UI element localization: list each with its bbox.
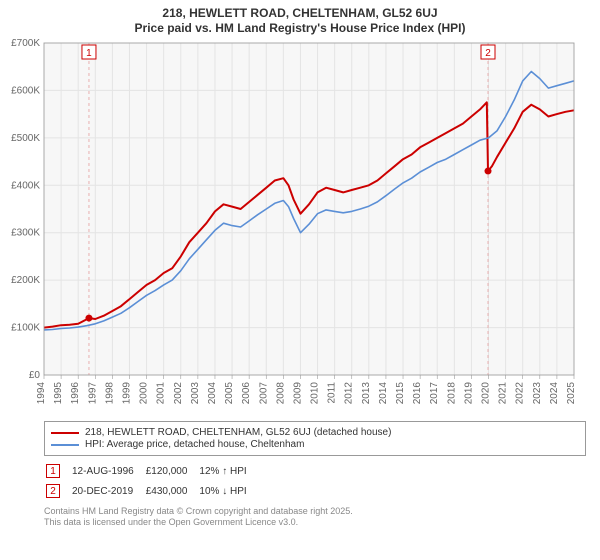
title-line-1: 218, HEWLETT ROAD, CHELTENHAM, GL52 6UJ <box>0 6 600 20</box>
marker-delta: 12% ↑ HPI <box>199 462 256 480</box>
svg-text:£100K: £100K <box>11 323 40 334</box>
svg-text:2014: 2014 <box>378 382 389 405</box>
title-block: 218, HEWLETT ROAD, CHELTENHAM, GL52 6UJ … <box>0 0 600 35</box>
legend-row: 218, HEWLETT ROAD, CHELTENHAM, GL52 6UJ … <box>51 427 579 438</box>
svg-text:2017: 2017 <box>429 382 440 405</box>
svg-text:1995: 1995 <box>53 382 64 405</box>
marker-row: 1 12-AUG-1996 £120,000 12% ↑ HPI <box>46 462 257 480</box>
svg-text:1997: 1997 <box>87 382 98 405</box>
svg-text:2022: 2022 <box>515 382 526 405</box>
svg-text:1999: 1999 <box>121 382 132 405</box>
svg-text:2000: 2000 <box>139 382 150 405</box>
svg-text:2007: 2007 <box>258 382 269 405</box>
legend: 218, HEWLETT ROAD, CHELTENHAM, GL52 6UJ … <box>44 421 586 456</box>
marker-price: £430,000 <box>146 482 198 500</box>
legend-swatch <box>51 444 79 446</box>
line-chart: £0 £100K £200K £300K £400K £500K £600K £700K 199… <box>0 35 580 415</box>
svg-text:£600K: £600K <box>11 85 40 96</box>
svg-text:2015: 2015 <box>395 382 406 405</box>
svg-text:2: 2 <box>485 48 491 59</box>
marker-delta: 10% ↓ HPI <box>199 482 256 500</box>
marker-badge: 2 <box>46 484 60 498</box>
svg-text:£300K: £300K <box>11 228 40 239</box>
svg-text:2011: 2011 <box>327 382 338 404</box>
marker-date: 20-DEC-2019 <box>72 482 144 500</box>
marker-badge: 1 <box>46 464 60 478</box>
footnote-line-1: Contains HM Land Registry data © Crown c… <box>44 506 586 517</box>
svg-text:2013: 2013 <box>361 382 372 405</box>
footnote: Contains HM Land Registry data © Crown c… <box>44 506 586 529</box>
svg-text:1994: 1994 <box>36 382 47 405</box>
svg-text:2003: 2003 <box>190 382 201 405</box>
svg-text:£500K: £500K <box>11 133 40 144</box>
svg-text:2019: 2019 <box>463 382 474 405</box>
svg-text:2020: 2020 <box>481 382 492 405</box>
svg-text:2012: 2012 <box>344 382 355 405</box>
svg-text:1996: 1996 <box>70 382 81 405</box>
svg-text:2009: 2009 <box>292 382 303 405</box>
legend-label: 218, HEWLETT ROAD, CHELTENHAM, GL52 6UJ … <box>85 427 391 438</box>
svg-text:£200K: £200K <box>11 275 40 286</box>
svg-text:£0: £0 <box>29 370 41 381</box>
svg-text:2023: 2023 <box>532 382 543 405</box>
marker-date: 12-AUG-1996 <box>72 462 144 480</box>
legend-label: HPI: Average price, detached house, Chel… <box>85 439 304 450</box>
svg-text:2010: 2010 <box>310 382 321 405</box>
svg-text:2004: 2004 <box>207 382 218 405</box>
markers-table: 1 12-AUG-1996 £120,000 12% ↑ HPI 2 20-DE… <box>44 460 259 502</box>
svg-text:2005: 2005 <box>224 382 235 405</box>
svg-text:2016: 2016 <box>412 382 423 405</box>
title-line-2: Price paid vs. HM Land Registry's House … <box>0 21 600 35</box>
svg-text:2006: 2006 <box>241 382 252 405</box>
svg-text:2025: 2025 <box>566 382 577 405</box>
svg-text:1: 1 <box>86 48 92 59</box>
svg-text:1998: 1998 <box>104 382 115 405</box>
svg-text:£700K: £700K <box>11 38 40 49</box>
svg-text:2024: 2024 <box>549 382 560 405</box>
legend-row: HPI: Average price, detached house, Chel… <box>51 439 579 450</box>
svg-text:2021: 2021 <box>498 382 509 405</box>
chart-container: 218, HEWLETT ROAD, CHELTENHAM, GL52 6UJ … <box>0 0 600 560</box>
svg-text:2002: 2002 <box>173 382 184 405</box>
svg-text:2001: 2001 <box>156 382 167 405</box>
svg-text:£400K: £400K <box>11 180 40 191</box>
footnote-line-2: This data is licensed under the Open Gov… <box>44 517 586 528</box>
svg-text:2008: 2008 <box>275 382 286 405</box>
marker-price: £120,000 <box>146 462 198 480</box>
marker-row: 2 20-DEC-2019 £430,000 10% ↓ HPI <box>46 482 257 500</box>
legend-swatch <box>51 432 79 434</box>
svg-text:2018: 2018 <box>446 382 457 405</box>
